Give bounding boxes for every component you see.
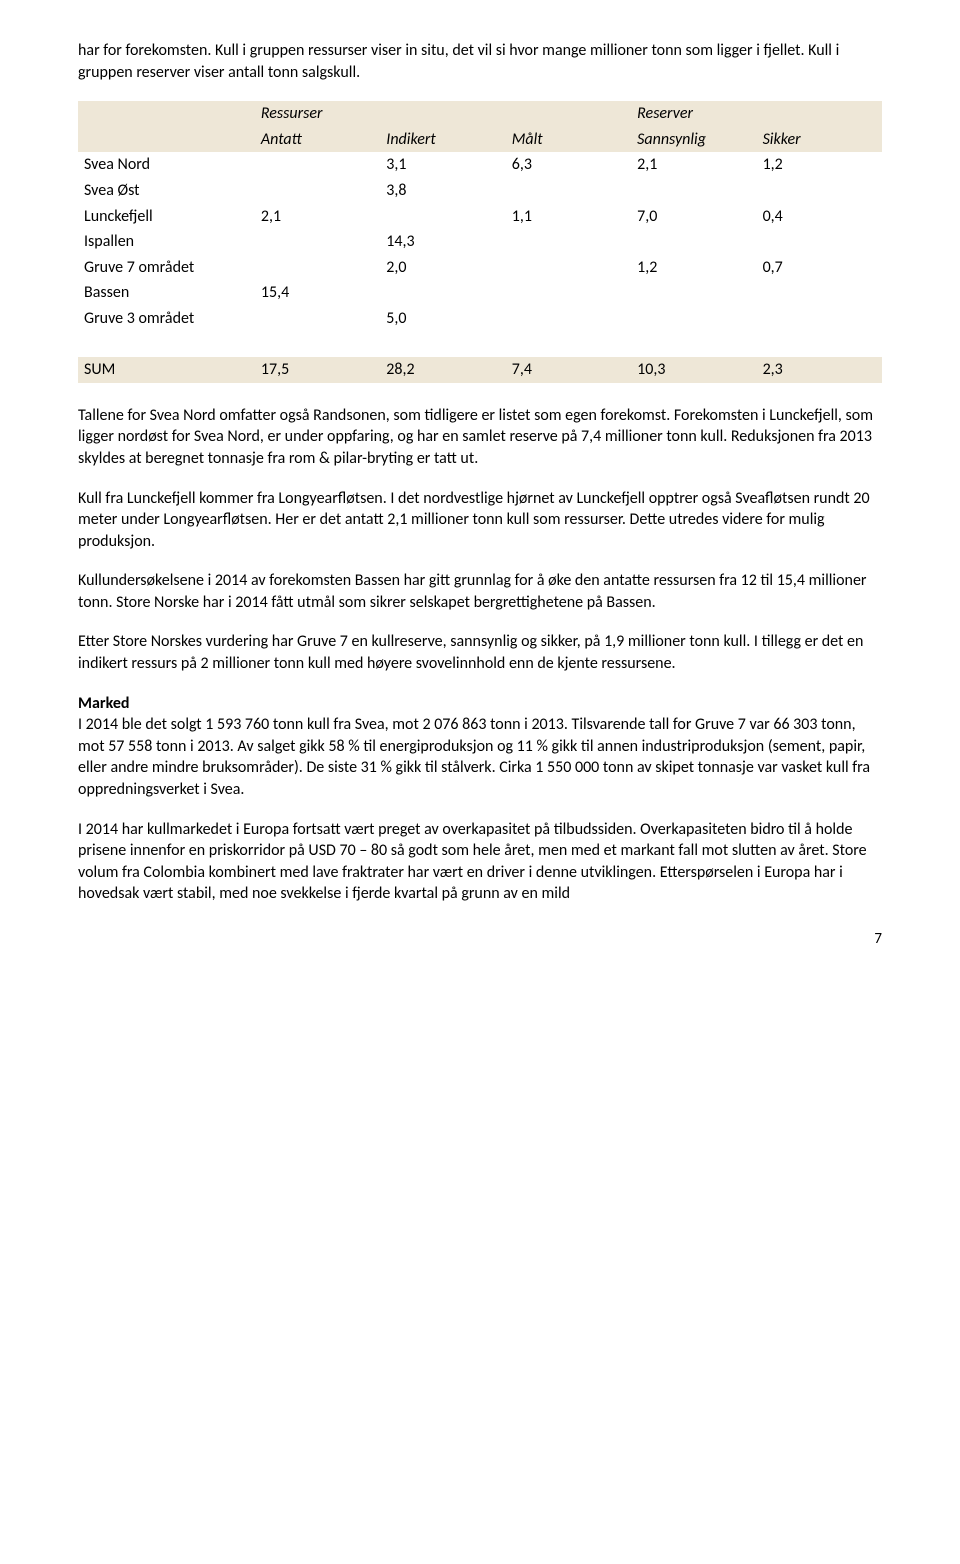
body-para-3: Kullundersøkelsene i 2014 av forekomsten… xyxy=(78,570,882,613)
cell: 10,3 xyxy=(631,357,756,383)
cell: 1,2 xyxy=(757,152,882,178)
cell: 0,7 xyxy=(757,255,882,281)
marked-section: Marked I 2014 ble det solgt 1 593 760 to… xyxy=(78,693,882,801)
row-label: Svea Øst xyxy=(78,178,255,204)
col-antatt: Antatt xyxy=(255,127,380,153)
cell: 2,3 xyxy=(757,357,882,383)
cell: 7,4 xyxy=(506,357,631,383)
col-sannsynlig: Sannsynlig xyxy=(631,127,756,153)
table-row: Gruve 3 området 5,0 xyxy=(78,306,882,332)
sum-label: SUM xyxy=(78,357,255,383)
row-label: Bassen xyxy=(78,280,255,306)
marked-heading: Marked xyxy=(78,694,129,713)
table-sum-row: SUM 17,5 28,2 7,4 10,3 2,3 xyxy=(78,357,882,383)
row-label: Gruve 3 området xyxy=(78,306,255,332)
cell: 14,3 xyxy=(380,229,505,255)
cell: 15,4 xyxy=(255,280,380,306)
body-para-2: Kull fra Lunckefjell kommer fra Longyear… xyxy=(78,488,882,553)
group-reserver: Reserver xyxy=(631,101,756,127)
cell: 7,0 xyxy=(631,204,756,230)
cell: 0,4 xyxy=(757,204,882,230)
cell: 5,0 xyxy=(380,306,505,332)
cell: 3,8 xyxy=(380,178,505,204)
cell: 6,3 xyxy=(506,152,631,178)
row-label: Gruve 7 området xyxy=(78,255,255,281)
cell: 17,5 xyxy=(255,357,380,383)
col-malt: Målt xyxy=(506,127,631,153)
cell: 2,0 xyxy=(380,255,505,281)
col-sikker: Sikker xyxy=(757,127,882,153)
table-group-header: Ressurser Reserver xyxy=(78,101,882,127)
resources-table: Ressurser Reserver Antatt Indikert Målt … xyxy=(78,101,882,383)
body-para-1: Tallene for Svea Nord omfatter også Rand… xyxy=(78,405,882,470)
row-label: Svea Nord xyxy=(78,152,255,178)
cell: 2,1 xyxy=(631,152,756,178)
table-row: Svea Nord 3,1 6,3 2,1 1,2 xyxy=(78,152,882,178)
cell: 3,1 xyxy=(380,152,505,178)
table-row: Ispallen 14,3 xyxy=(78,229,882,255)
row-label: Ispallen xyxy=(78,229,255,255)
table-row: Svea Øst 3,8 xyxy=(78,178,882,204)
table-row: Lunckefjell 2,1 1,1 7,0 0,4 xyxy=(78,204,882,230)
cell: 1,2 xyxy=(631,255,756,281)
row-label: Lunckefjell xyxy=(78,204,255,230)
table-row: Bassen 15,4 xyxy=(78,280,882,306)
col-indikert: Indikert xyxy=(380,127,505,153)
body-para-6: I 2014 har kullmarkedet i Europa fortsat… xyxy=(78,819,882,905)
group-ressurser: Ressurser xyxy=(255,101,380,127)
table-col-header: Antatt Indikert Målt Sannsynlig Sikker xyxy=(78,127,882,153)
cell: 2,1 xyxy=(255,204,380,230)
cell: 28,2 xyxy=(380,357,505,383)
table-row: Gruve 7 området 2,0 1,2 0,7 xyxy=(78,255,882,281)
intro-para: har for forekomsten. Kull i gruppen ress… xyxy=(78,40,882,83)
page-number: 7 xyxy=(78,929,882,949)
body-para-5: I 2014 ble det solgt 1 593 760 tonn kull… xyxy=(78,715,870,799)
cell: 1,1 xyxy=(506,204,631,230)
table-spacer xyxy=(78,332,882,358)
body-para-4: Etter Store Norskes vurdering har Gruve … xyxy=(78,631,882,674)
